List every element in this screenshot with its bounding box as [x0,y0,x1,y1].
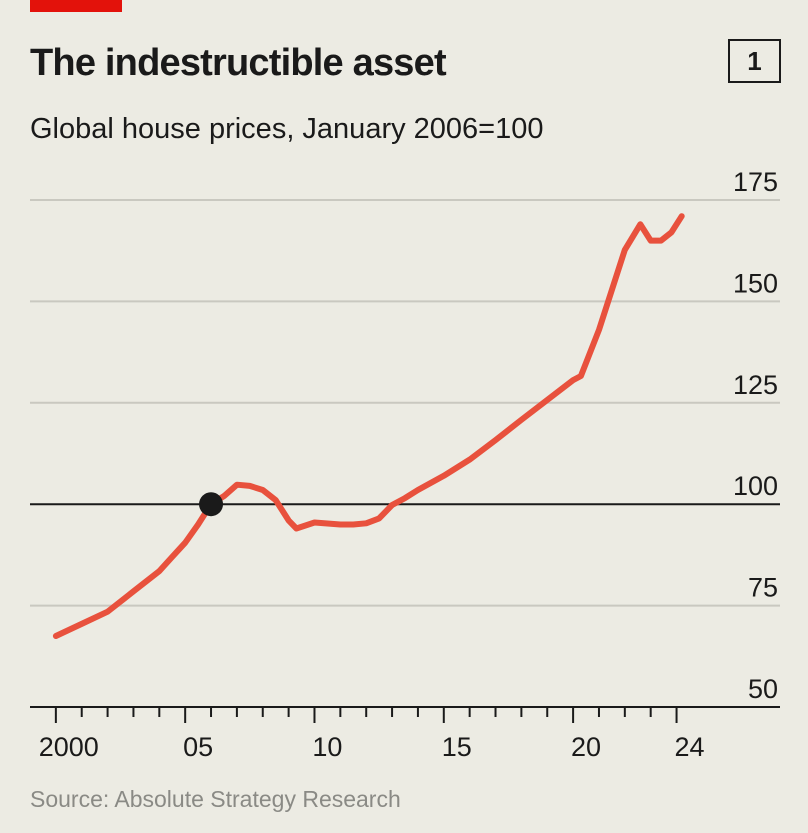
y-tick-label: 50 [748,674,778,704]
highlight-point [199,492,224,517]
x-tick-label: 10 [312,732,342,762]
x-tick-label: 20 [571,732,601,762]
series-line [52,213,685,639]
brand-bar [30,0,122,12]
y-tick-label: 150 [733,268,778,298]
x-tick-label: 24 [674,732,704,762]
y-tick-label: 100 [733,471,778,501]
chart-title: The indestructible asset [30,42,447,84]
y-tick-label: 175 [733,167,778,197]
x-tick-label: 05 [183,732,213,762]
y-tick-label: 125 [733,370,778,400]
x-tick-label: 2000 [39,732,99,762]
chart-subtitle: Global house prices, January 2006=100 [30,113,544,145]
chart-number-box [728,39,781,83]
chart-number: 1 [747,46,761,76]
x-tick-label: 15 [442,732,472,762]
y-tick-label: 75 [748,573,778,603]
source-note: Source: Absolute Strategy Research [30,786,401,812]
